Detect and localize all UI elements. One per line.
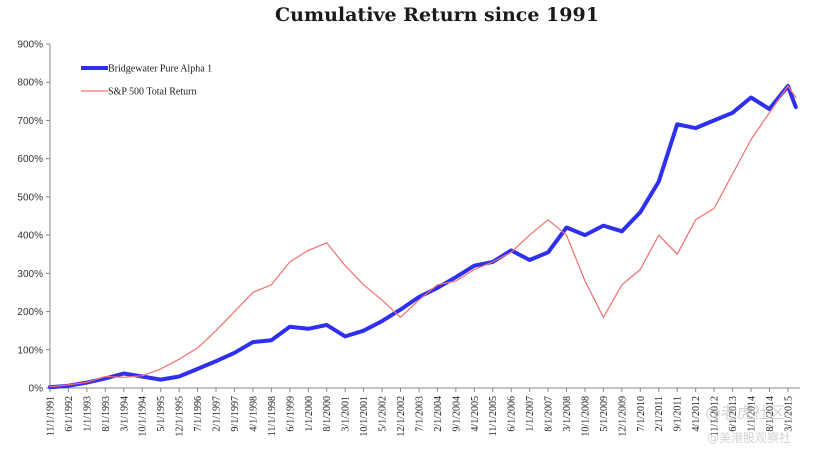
series-line-bridgewater-pure-alpha-1 — [48, 84, 798, 390]
x-tick-label: 8/1/1993 — [101, 396, 112, 432]
x-tick-label: 12/1/2009 — [617, 396, 628, 437]
x-tick-label: 8/1/2007 — [544, 396, 555, 432]
x-tick-label: 2/1/2004 — [433, 396, 444, 432]
x-tick-label: 5/1/2009 — [599, 396, 610, 432]
x-tick-label: 3/1/2015 — [783, 396, 794, 432]
x-tick-label: 9/1/1997 — [230, 396, 241, 432]
x-tick-label: 10/1/2001 — [359, 396, 370, 437]
x-tick-label: 6/1/1992 — [64, 396, 75, 432]
x-tick-label: 3/1/1994 — [119, 396, 130, 432]
x-tick-label: 4/1/2012 — [691, 396, 702, 432]
y-tick-label: 900% — [17, 40, 43, 51]
y-tick-label: 100% — [17, 345, 43, 356]
x-tick-label: 7/1/1996 — [193, 396, 204, 432]
legend: Bridgewater Pure Alpha 1 S&P 500 Total Re… — [81, 64, 212, 98]
x-tick-label: 8/1/2000 — [322, 396, 333, 432]
x-tick-label: 1/1/1993 — [82, 396, 93, 432]
series-line-sp500-total-return — [49, 85, 797, 388]
x-tick-label: 12/1/1995 — [175, 396, 186, 437]
x-tick-label: 9/1/2004 — [451, 396, 462, 432]
x-tick-label: 7/1/2010 — [636, 396, 647, 432]
x-tick-label: 2/1/1997 — [212, 396, 223, 432]
y-tick-label: 500% — [17, 192, 43, 203]
x-tick-label: 3/1/2001 — [341, 396, 352, 432]
legend-label: Bridgewater Pure Alpha 1 — [108, 64, 212, 75]
legend-label: S&P 500 Total Return — [108, 87, 196, 98]
y-tick-label: 400% — [17, 231, 43, 242]
x-tick-label: 2/1/2011 — [654, 396, 665, 431]
watermark-line-1: @老虎社区 — [705, 403, 785, 422]
x-axis: 11/1/1991 6/1/1992 1/1/1993 8/1/1993 3/1/199… — [46, 387, 800, 437]
y-tick-label: 300% — [17, 269, 43, 280]
watermark: @老虎社区 @美港股观察社 — [705, 403, 791, 445]
x-tick-label: 9/1/2011 — [673, 396, 684, 431]
x-tick-label: 12/1/2002 — [396, 396, 407, 437]
x-tick-label: 5/1/1995 — [156, 396, 167, 432]
x-tick-label: 1/1/2007 — [525, 396, 536, 432]
x-tick-label: 6/1/2006 — [507, 396, 518, 432]
chart-title: Cumulative Return since 1991 — [275, 4, 599, 26]
x-tick-label: 6/1/2013 — [728, 396, 739, 432]
y-tick-label: 200% — [17, 307, 43, 318]
x-tick-label: 11/1/1991 — [46, 396, 57, 436]
x-tick-label: 10/1/1994 — [138, 396, 149, 437]
x-tick-label: 4/1/2005 — [470, 396, 481, 432]
x-tick-label: 7/1/2003 — [414, 396, 425, 432]
x-tick-label: 6/1/1999 — [285, 396, 296, 432]
y-tick-label: 700% — [17, 116, 43, 127]
x-tick-label: 11/1/2005 — [488, 396, 499, 436]
y-tick-label: 0% — [29, 384, 44, 395]
x-tick-label: 11/1/1998 — [267, 396, 278, 436]
x-tick-label: 8/1/2014 — [765, 396, 776, 432]
y-tick-label: 600% — [17, 154, 43, 165]
x-tick-label: 5/1/2002 — [378, 396, 389, 432]
y-tick-label: 800% — [17, 78, 43, 89]
x-tick-label: 10/1/2008 — [580, 396, 591, 437]
x-tick-label: 4/1/1998 — [248, 396, 259, 432]
x-tick-label: 1/1/2014 — [746, 396, 757, 432]
x-tick-label: 3/1/2008 — [562, 396, 573, 432]
x-tick-label: 11/1/2012 — [710, 396, 721, 436]
x-tick-label: 1/1/2000 — [304, 396, 315, 432]
watermark-line-2: @美港股观察社 — [707, 430, 791, 445]
series-group — [48, 84, 798, 390]
y-axis: 0% 100% 200% 300% 400% 500% 600% 700% 800% 900% — [17, 40, 51, 395]
